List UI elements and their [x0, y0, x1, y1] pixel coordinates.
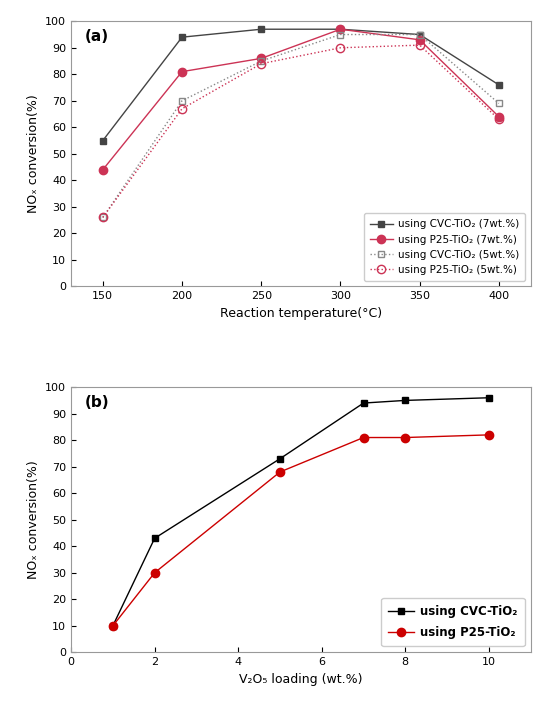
using CVC-TiO₂ (5wt.%)	[496, 99, 502, 108]
using CVC-TiO₂	[277, 454, 283, 463]
using CVC-TiO₂	[109, 622, 116, 630]
X-axis label: Reaction temperature(°C): Reaction temperature(°C)	[220, 307, 382, 320]
Legend: using CVC-TiO₂ (7wt.%), using P25-TiO₂ (7wt.%), using CVC-TiO₂ (5wt.%), using P2: using CVC-TiO₂ (7wt.%), using P25-TiO₂ (…	[364, 213, 525, 281]
using P25-TiO₂	[152, 569, 158, 577]
using P25-TiO₂	[109, 622, 116, 630]
using P25-TiO₂ (7wt.%)	[179, 67, 185, 76]
Line: using P25-TiO₂ (7wt.%): using P25-TiO₂ (7wt.%)	[98, 25, 503, 174]
using P25-TiO₂ (7wt.%)	[100, 165, 106, 174]
Line: using P25-TiO₂ (5wt.%): using P25-TiO₂ (5wt.%)	[98, 41, 503, 222]
using CVC-TiO₂ (5wt.%)	[100, 213, 106, 222]
X-axis label: V₂O₅ loading (wt.%): V₂O₅ loading (wt.%)	[239, 673, 363, 686]
using P25-TiO₂ (7wt.%)	[337, 25, 344, 33]
using CVC-TiO₂	[360, 398, 367, 407]
using CVC-TiO₂	[402, 396, 409, 405]
Y-axis label: NOₓ conversion(%): NOₓ conversion(%)	[27, 94, 40, 213]
Line: using P25-TiO₂: using P25-TiO₂	[109, 430, 493, 630]
using P25-TiO₂ (5wt.%)	[258, 60, 265, 68]
using CVC-TiO₂ (5wt.%)	[258, 57, 265, 65]
using P25-TiO₂ (5wt.%)	[337, 43, 344, 52]
using CVC-TiO₂ (7wt.%)	[337, 25, 344, 33]
Line: using CVC-TiO₂: using CVC-TiO₂	[109, 394, 492, 630]
using CVC-TiO₂ (7wt.%)	[496, 81, 502, 89]
using P25-TiO₂ (5wt.%)	[100, 213, 106, 222]
using CVC-TiO₂ (5wt.%)	[179, 96, 185, 105]
Y-axis label: NOₓ conversion(%): NOₓ conversion(%)	[27, 460, 40, 579]
using CVC-TiO₂ (7wt.%)	[179, 33, 185, 41]
using P25-TiO₂ (5wt.%)	[179, 104, 185, 113]
using P25-TiO₂	[277, 468, 283, 476]
using P25-TiO₂ (7wt.%)	[258, 54, 265, 62]
using CVC-TiO₂ (7wt.%)	[416, 30, 423, 39]
using P25-TiO₂	[486, 430, 492, 439]
Line: using CVC-TiO₂ (7wt.%): using CVC-TiO₂ (7wt.%)	[100, 26, 502, 144]
using P25-TiO₂ (5wt.%)	[416, 41, 423, 50]
Line: using CVC-TiO₂ (5wt.%): using CVC-TiO₂ (5wt.%)	[100, 31, 502, 221]
using P25-TiO₂ (7wt.%)	[496, 113, 502, 121]
using CVC-TiO₂	[152, 534, 158, 542]
using CVC-TiO₂ (7wt.%)	[258, 25, 265, 33]
using CVC-TiO₂ (5wt.%)	[337, 30, 344, 39]
using P25-TiO₂	[360, 433, 367, 442]
using P25-TiO₂ (5wt.%)	[496, 115, 502, 123]
using CVC-TiO₂ (7wt.%)	[100, 136, 106, 145]
Text: (a): (a)	[85, 29, 109, 44]
using P25-TiO₂	[402, 433, 409, 442]
Text: (b): (b)	[85, 395, 109, 410]
using P25-TiO₂ (7wt.%)	[416, 35, 423, 44]
Legend: using CVC-TiO₂, using P25-TiO₂: using CVC-TiO₂, using P25-TiO₂	[381, 598, 525, 647]
using CVC-TiO₂ (5wt.%)	[416, 30, 423, 39]
using CVC-TiO₂	[486, 393, 492, 402]
